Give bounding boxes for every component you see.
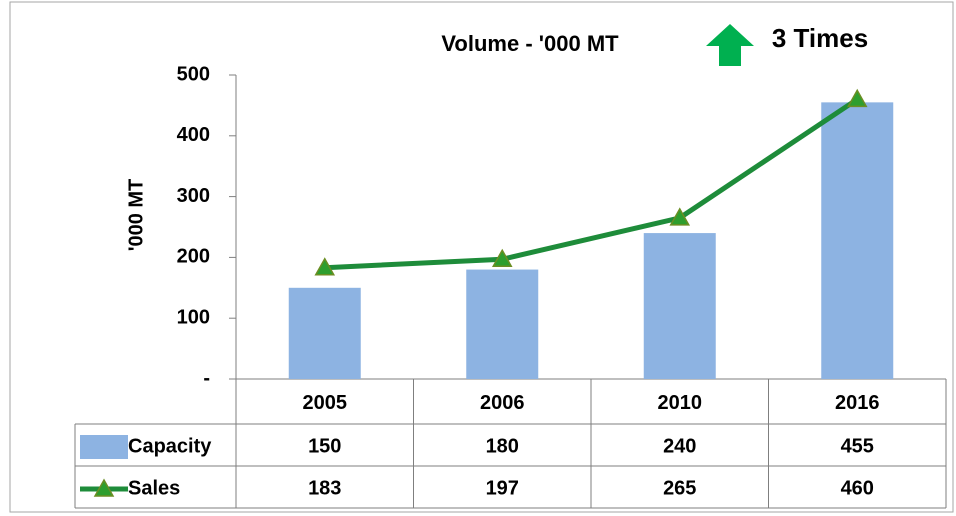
- y-tick-label: 200: [177, 246, 210, 268]
- table-value: 197: [486, 477, 519, 499]
- chart-title: Volume - '000 MT: [441, 31, 619, 56]
- x-tick-label: 2005: [303, 392, 348, 414]
- y-tick-label: -: [203, 367, 210, 389]
- y-axis-label: '000 MT: [125, 179, 147, 252]
- bar: [821, 102, 894, 380]
- line: [324, 97, 859, 271]
- y-tick-label: 300: [177, 185, 210, 207]
- legend-label: Capacity: [128, 435, 212, 457]
- table-value: 240: [663, 435, 696, 457]
- table-value: 460: [841, 477, 874, 499]
- annotation: 3 Times: [772, 23, 868, 53]
- legend-key: [80, 435, 128, 459]
- marker: [669, 207, 691, 226]
- marker: [846, 88, 868, 108]
- x-tick-label: 2010: [658, 392, 703, 414]
- marker: [314, 257, 336, 276]
- x-tick-label: 2006: [480, 392, 525, 414]
- table-value: 180: [486, 435, 519, 457]
- up-arrow: [706, 24, 754, 66]
- table-value: 150: [308, 435, 341, 457]
- y-tick-label: 500: [177, 63, 210, 85]
- marker: [491, 248, 513, 267]
- table-value: 183: [308, 477, 341, 499]
- x-tick-label: 2016: [835, 392, 880, 414]
- bar: [643, 233, 716, 379]
- legend-key: [93, 478, 115, 497]
- legend-label: Sales: [128, 477, 180, 499]
- chart-border: [9, 1, 954, 513]
- bar: [466, 269, 539, 379]
- y-tick-label: 400: [177, 124, 210, 146]
- table-value: 455: [841, 435, 874, 457]
- y-tick-label: 100: [177, 306, 210, 328]
- bar: [288, 287, 361, 379]
- table-value: 265: [663, 477, 696, 499]
